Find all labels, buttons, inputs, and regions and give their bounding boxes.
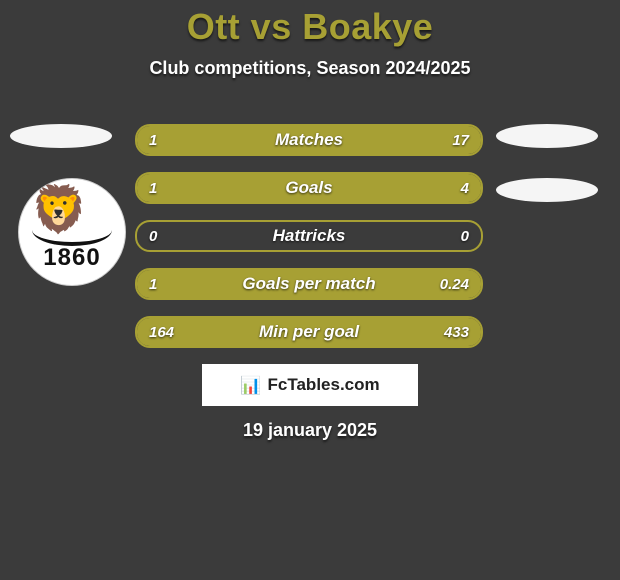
stat-bar: 117Matches: [135, 124, 483, 156]
stat-label: Min per goal: [137, 318, 481, 346]
stat-bar: 10.24Goals per match: [135, 268, 483, 300]
stat-label: Hattricks: [137, 222, 481, 250]
stat-label: Matches: [137, 126, 481, 154]
subtitle: Club competitions, Season 2024/2025: [0, 58, 620, 79]
crest-year: 1860: [26, 244, 118, 272]
stat-bar: 00Hattricks: [135, 220, 483, 252]
stat-label: Goals per match: [137, 270, 481, 298]
stat-bar: 164433Min per goal: [135, 316, 483, 348]
source-label: FcTables.com: [268, 375, 380, 395]
source-badge[interactable]: 📊 FcTables.com: [202, 364, 418, 406]
comparison-infographic: Ott vs Boakye Club competitions, Season …: [0, 0, 620, 580]
stat-bar: 14Goals: [135, 172, 483, 204]
player-left-avatar: [10, 124, 112, 148]
stat-label: Goals: [137, 174, 481, 202]
page-title: Ott vs Boakye: [0, 0, 620, 48]
stat-bars: 117Matches 14Goals 00Hattricks 10.24Goals p…: [135, 124, 483, 364]
crest-arc: [32, 220, 112, 246]
club-right-crest: [496, 178, 598, 202]
player-right-avatar: [496, 124, 598, 148]
date: 19 january 2025: [0, 420, 620, 441]
footer: 📊 FcTables.com 19 january 2025: [0, 364, 620, 441]
bar-chart-icon: 📊: [240, 377, 261, 394]
club-left-crest: 🦁 1860: [18, 178, 126, 286]
